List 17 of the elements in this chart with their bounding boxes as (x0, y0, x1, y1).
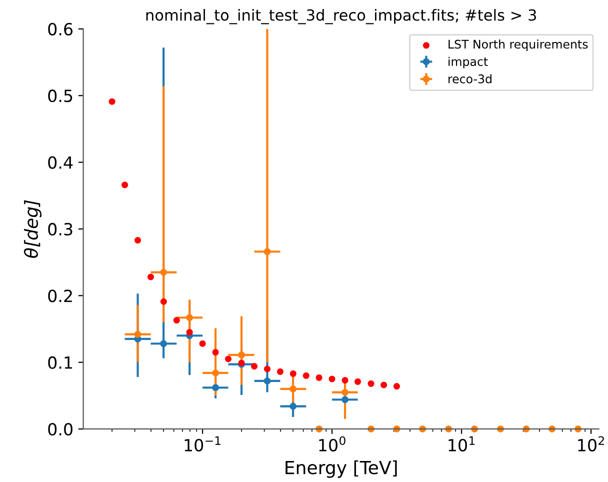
y-tick-label: 0.1 (48, 356, 72, 369)
x-axis-title: Energy [TeV] (286, 460, 397, 478)
legend-label: LST North requirements (448, 40, 588, 51)
y-axis-title: θ[deg] (24, 200, 42, 258)
x-tick-label: 10$^{−1}$ (184, 436, 220, 452)
chart-title: nominal_to_init_test_3d_reco_impact.fits; #tels > 3 (146, 8, 536, 24)
y-tick-label: 0.0 (48, 422, 72, 436)
y-tick-label: 0.2 (48, 290, 72, 302)
y-tick-label: 0.6 (48, 22, 73, 36)
x-tick-label: 10$^{1}$ (448, 436, 475, 452)
y-tick-label: 0.3 (48, 222, 72, 236)
x-tick-label: 10$^{0}$ (319, 436, 346, 452)
legend-label: reco-3d (448, 74, 492, 84)
x-tick-label: 10$^{2}$ (578, 436, 604, 452)
y-tick-label: 0.4 (48, 156, 73, 169)
y-tick-label: 0.5 (48, 90, 72, 102)
legend-label: impact (448, 56, 488, 68)
